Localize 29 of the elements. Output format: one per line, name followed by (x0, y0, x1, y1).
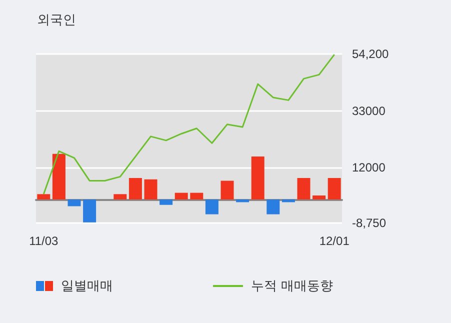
bar (128, 178, 142, 200)
legend-label: 일별매매 (61, 278, 113, 295)
y-tick-label: 54,200 (352, 47, 390, 61)
bar (297, 178, 310, 200)
bar (205, 200, 218, 214)
bar (174, 192, 188, 200)
bar (83, 200, 96, 222)
bar (251, 156, 264, 200)
chart-title: 외국인 (37, 12, 76, 27)
bar (282, 200, 295, 202)
bar (236, 200, 250, 202)
bar (190, 192, 204, 200)
x-tick-label: 12/01 (319, 234, 350, 248)
bar (68, 200, 81, 206)
y-tick-label: 33000 (352, 104, 386, 118)
bar (52, 154, 66, 200)
bar (37, 194, 50, 200)
bar (160, 200, 173, 205)
bar (114, 194, 127, 200)
legend-label: 누적 매매동향 (251, 278, 334, 295)
bar (144, 179, 158, 200)
bar (220, 180, 234, 200)
bar (266, 200, 280, 214)
y-tick-label: 12000 (352, 160, 386, 174)
line-series (42, 54, 336, 195)
bar (312, 195, 326, 200)
bar (328, 178, 341, 200)
y-tick-label: -8,750 (352, 216, 386, 230)
x-tick-label: 11/03 (29, 234, 59, 248)
